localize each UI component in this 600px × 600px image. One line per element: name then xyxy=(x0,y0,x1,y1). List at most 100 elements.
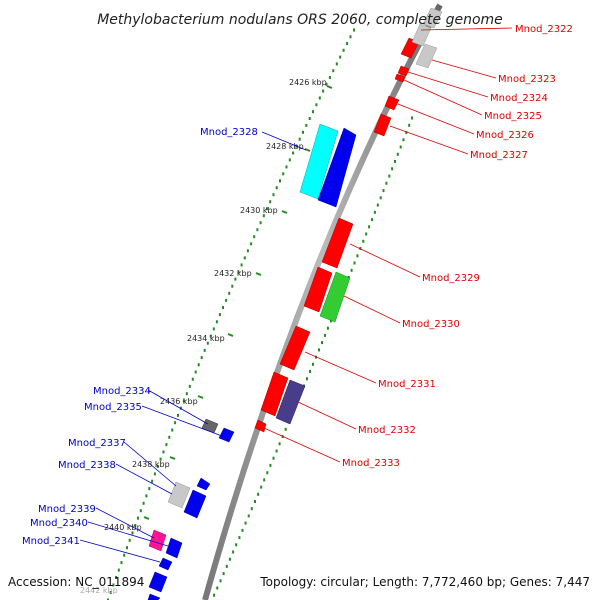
track-dot xyxy=(250,507,253,511)
leader-line xyxy=(263,427,341,463)
gene-feature[interactable] xyxy=(384,95,400,111)
gene-feature[interactable] xyxy=(260,371,289,417)
track-dot xyxy=(213,593,216,597)
track-dot xyxy=(145,494,148,498)
gene-feature[interactable] xyxy=(317,127,357,208)
scale-tick-mark xyxy=(169,456,176,460)
track-dot xyxy=(308,117,311,120)
scale-tick-mark xyxy=(304,148,311,152)
gene-label: Mnod_2339 xyxy=(38,504,96,515)
track-dot xyxy=(332,69,335,73)
track-dot xyxy=(197,363,200,367)
gene-feature[interactable] xyxy=(218,427,235,443)
track-dot xyxy=(329,319,332,323)
track-dot xyxy=(335,62,338,66)
gene-label: Mnod_2335 xyxy=(84,402,142,413)
track-dot xyxy=(253,235,256,239)
track-dot xyxy=(153,472,156,476)
gene-label: Mnod_2325 xyxy=(484,111,542,122)
track-dot xyxy=(120,561,123,565)
track-dot xyxy=(260,485,263,489)
track-dot xyxy=(200,356,203,360)
track-dot xyxy=(266,207,268,211)
gene-feature[interactable] xyxy=(165,537,183,559)
gene-feature[interactable] xyxy=(148,529,167,552)
gene-labels: Mnod_2322 Mnod_2323 Mnod_2324 Mnod_2325 … xyxy=(22,24,573,547)
track-dot xyxy=(353,28,355,32)
gene-feature[interactable] xyxy=(275,379,306,425)
track-dot xyxy=(222,572,225,576)
track-dot xyxy=(228,291,231,295)
gene-label: Mnod_2326 xyxy=(476,130,534,141)
gene-feature[interactable] xyxy=(254,419,267,433)
track-dot xyxy=(269,463,272,467)
gene-label: Mnod_2340 xyxy=(30,518,88,529)
tick-track-outer xyxy=(107,28,355,600)
track-dot xyxy=(228,557,231,561)
track-dot xyxy=(238,536,241,540)
gene-feature[interactable] xyxy=(394,73,406,83)
track-dot xyxy=(328,76,331,79)
track-dot xyxy=(339,55,342,59)
gene-feature[interactable] xyxy=(303,266,333,313)
gene-features-left xyxy=(147,123,357,600)
scale-tick-label: 2440 kbp xyxy=(104,523,142,532)
track-dot xyxy=(219,579,222,583)
gene-feature[interactable] xyxy=(183,489,207,519)
track-dot xyxy=(263,478,266,482)
track-dot xyxy=(148,487,151,491)
gene-feature[interactable] xyxy=(147,593,161,600)
track-dot xyxy=(275,186,278,190)
track-dot xyxy=(346,42,349,45)
track-dot xyxy=(302,130,304,134)
track-dot xyxy=(162,450,165,454)
gene-feature[interactable] xyxy=(321,217,354,269)
gene-feature[interactable] xyxy=(319,271,351,323)
scale-tick-mark xyxy=(255,272,262,276)
track-dot xyxy=(349,35,352,39)
track-dot xyxy=(298,137,301,141)
gene-feature[interactable] xyxy=(299,123,339,200)
leader-line xyxy=(261,131,307,151)
gene-feature[interactable] xyxy=(167,481,191,509)
track-dot xyxy=(385,181,388,185)
gene-feature[interactable] xyxy=(397,65,410,77)
track-dot xyxy=(171,428,174,432)
accession-text: Accession: NC_011894 xyxy=(8,575,144,589)
leader-line xyxy=(304,351,377,384)
track-dot xyxy=(282,172,285,176)
track-dot xyxy=(312,110,314,114)
gene-feature[interactable] xyxy=(415,43,438,69)
leader-line xyxy=(407,71,489,98)
track-dot xyxy=(112,583,115,587)
track-dot xyxy=(382,189,385,193)
leader-line xyxy=(115,463,173,495)
gene-feature[interactable] xyxy=(279,325,311,371)
track-dot xyxy=(350,268,353,272)
track-dot xyxy=(137,516,139,520)
leader-line xyxy=(141,405,223,437)
track-dot xyxy=(128,538,131,542)
track-dot xyxy=(250,242,253,246)
leader-line xyxy=(79,539,161,563)
scale-tick-mark xyxy=(326,85,333,89)
gene-feature[interactable] xyxy=(201,418,219,434)
gene-feature[interactable] xyxy=(373,113,392,137)
leader-line xyxy=(349,243,421,278)
gene-feature[interactable] xyxy=(422,7,443,29)
track-dot xyxy=(115,576,118,579)
track-dot xyxy=(376,203,379,207)
track-dot xyxy=(356,254,359,258)
leader-line xyxy=(403,79,483,116)
gene-feature[interactable] xyxy=(148,571,168,593)
track-dot xyxy=(257,492,260,496)
track-dot xyxy=(309,370,311,373)
scale-tick-mark xyxy=(281,210,288,214)
gene-feature[interactable] xyxy=(196,477,211,491)
track-dot xyxy=(318,348,320,352)
track-dot xyxy=(394,160,396,163)
leader-line xyxy=(397,103,475,135)
track-dot xyxy=(156,465,159,468)
track-dot xyxy=(182,399,185,403)
gene-feature[interactable] xyxy=(158,557,173,571)
